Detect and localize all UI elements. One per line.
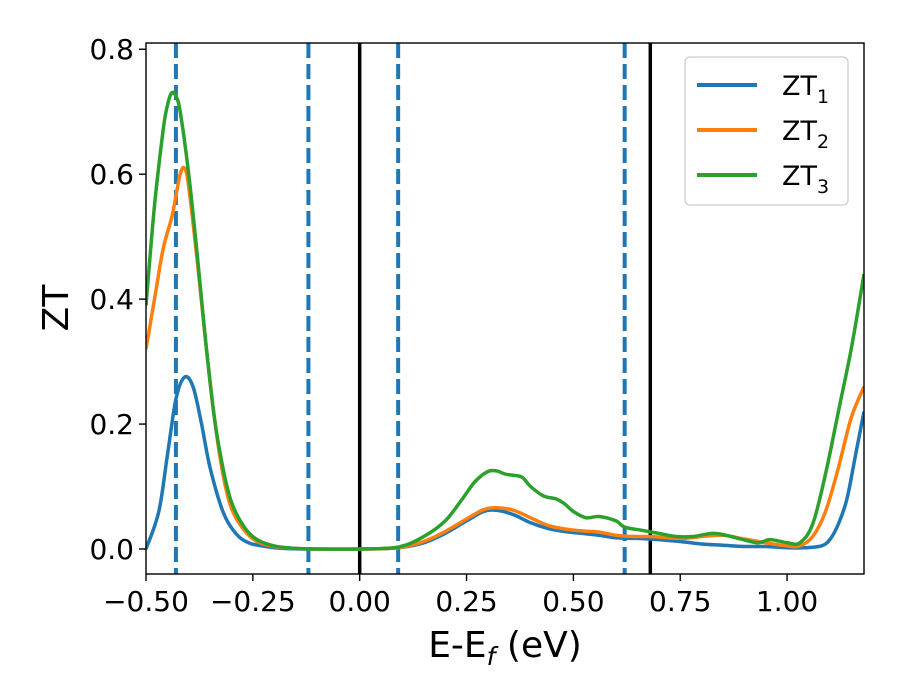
y-tick-label: 0.6 xyxy=(89,158,134,191)
legend-label-zt3: ZT3 xyxy=(782,161,829,198)
series-line-zt1 xyxy=(146,374,864,551)
x-axis-label: E-Ef (eV) xyxy=(428,625,582,671)
plot-frame xyxy=(145,42,865,575)
x-tick-label: 0.75 xyxy=(649,585,711,618)
y-tick-label: 0.8 xyxy=(89,33,134,66)
legend-box xyxy=(684,56,849,206)
x-tick-label: 0.25 xyxy=(435,585,497,618)
legend-label-zt1: ZT1 xyxy=(782,71,829,108)
series-lines xyxy=(146,90,864,551)
x-tick-label: 1.00 xyxy=(756,585,818,618)
reference-lines xyxy=(173,43,653,574)
x-tick-label: −0.50 xyxy=(103,585,189,618)
y-tick-label: 0.0 xyxy=(89,533,134,566)
series-line-zt2 xyxy=(146,165,864,551)
y-tick-label: 0.4 xyxy=(89,283,134,316)
y-axis-ticks: 0.0 0.2 0.4 0.6 0.8 xyxy=(89,33,146,566)
x-tick-label: −0.25 xyxy=(210,585,296,618)
legend-label-zt2: ZT2 xyxy=(782,116,829,153)
y-tick-label: 0.2 xyxy=(89,408,134,441)
legend: ZT1 ZT2 ZT3 xyxy=(684,56,849,206)
x-tick-label: 0.50 xyxy=(542,585,604,618)
x-axis-ticks: −0.50 −0.25 0.00 0.25 0.50 0.75 1.00 xyxy=(103,574,818,618)
y-axis-label: ZT xyxy=(36,284,77,332)
series-line-zt3 xyxy=(146,90,864,551)
x-tick-label: 0.00 xyxy=(329,585,391,618)
